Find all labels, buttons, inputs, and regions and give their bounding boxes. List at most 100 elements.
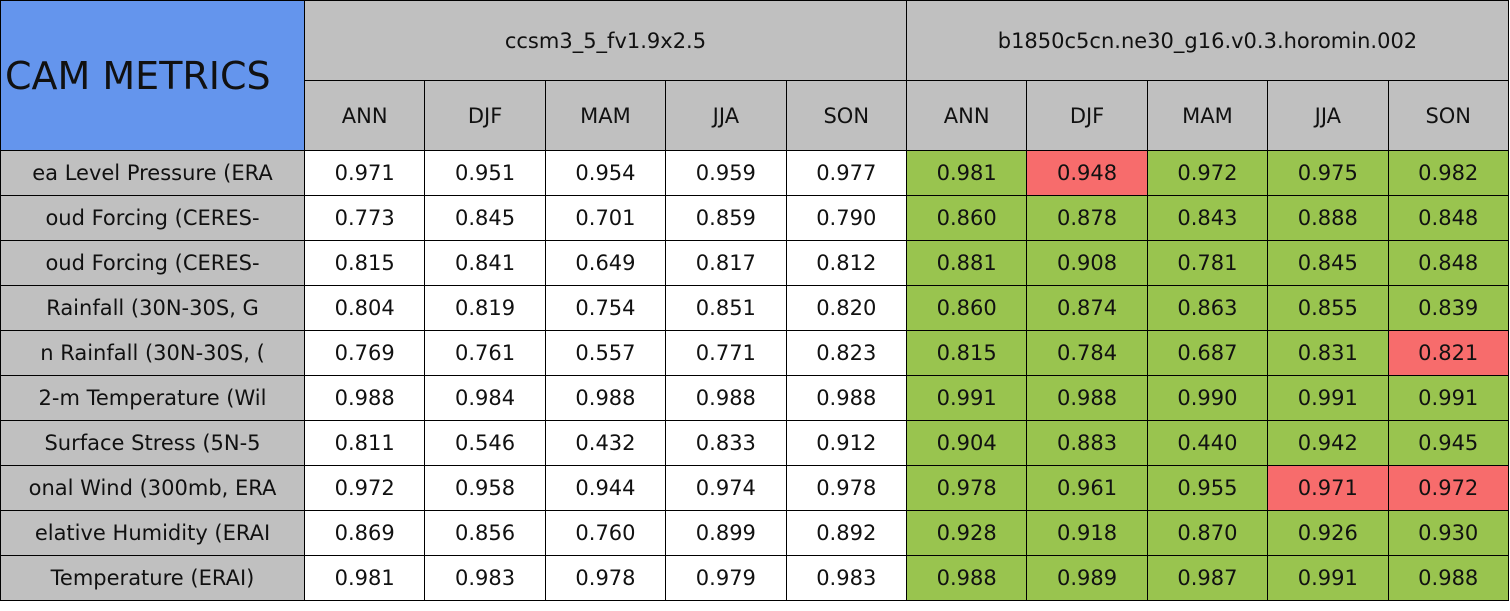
metric-cell: 0.930 (1387, 510, 1509, 556)
metric-cell: 0.959 (665, 150, 787, 196)
metric-cell: 0.981 (303, 555, 426, 601)
season-header: JJA (1267, 80, 1389, 151)
model-row: CAM METRICS ccsm3_5_fv1.9x2.5 b1850c5cn.ne… (0, 0, 1509, 151)
metric-cell: 0.883 (1026, 420, 1148, 466)
metric-cell: 0.971 (303, 150, 426, 196)
metric-cell: 0.823 (785, 330, 907, 376)
metric-cell: 0.812 (785, 240, 907, 286)
metric-cell: 0.860 (905, 285, 1028, 331)
row-label: onal Wind (300mb, ERA (0, 465, 305, 511)
metric-cell: 0.841 (424, 240, 546, 286)
metric-cell: 0.983 (424, 555, 546, 601)
season-header: ANN (303, 80, 426, 151)
data-row: onal Wind (300mb, ERA 0.972 0.958 0.944 0.97… (0, 465, 1509, 511)
metric-cell: 0.904 (905, 420, 1028, 466)
data-row: n Rainfall (30N-30S, (0.769 0.761 0.557 0.7… (0, 330, 1509, 376)
season-header: SON (1387, 80, 1509, 151)
data-row: Surface Stress (5N-5 0.811 0.546 0.432 0.833… (0, 420, 1509, 466)
metric-cell: 0.945 (1387, 420, 1509, 466)
metric-cell: 0.926 (1267, 510, 1389, 556)
metric-cell: 0.804 (303, 285, 426, 331)
metric-cell: 0.781 (1146, 240, 1269, 286)
season-header: DJF (1026, 80, 1148, 151)
metric-cell: 0.874 (1026, 285, 1148, 331)
season-row: ANN DJF MAM JJA SON ANN DJF MAM JJA SON (1, 80, 1509, 151)
metric-cell: 0.942 (1267, 420, 1389, 466)
data-row: oud Forcing (CERES- 0.815 0.841 0.649 0.817 0… (0, 240, 1509, 286)
metric-cell: 0.988 (544, 375, 667, 421)
metric-cell: 0.988 (665, 375, 787, 421)
metric-cell: 0.845 (1267, 240, 1389, 286)
metric-cell: 0.870 (1146, 510, 1269, 556)
metric-cell: 0.979 (665, 555, 787, 601)
season-header: DJF (424, 80, 546, 151)
metric-cell: 0.546 (424, 420, 546, 466)
metric-cell: 0.820 (785, 285, 907, 331)
season-header: MAM (544, 80, 667, 151)
metric-cell: 0.432 (544, 420, 667, 466)
metric-cell: 0.944 (544, 465, 667, 511)
metric-cell: 0.975 (1267, 150, 1389, 196)
metric-cell: 0.958 (424, 465, 546, 511)
row-label: elative Humidity (ERAI (0, 510, 305, 556)
metric-cell: 0.860 (905, 195, 1028, 241)
metric-cell: 0.440 (1146, 420, 1269, 466)
metric-cell: 0.831 (1267, 330, 1389, 376)
metric-cell: 0.815 (303, 240, 426, 286)
metric-cell: 0.557 (544, 330, 667, 376)
metric-cell: 0.912 (785, 420, 907, 466)
season-header: MAM (1146, 80, 1269, 151)
metric-cell: 0.991 (905, 375, 1028, 421)
metric-cell: 0.878 (1026, 195, 1148, 241)
metric-cell: 0.888 (1267, 195, 1389, 241)
metric-cell: 0.761 (424, 330, 546, 376)
season-header: SON (785, 80, 907, 151)
metric-cell: 0.819 (424, 285, 546, 331)
row-label: n Rainfall (30N-30S, ( (0, 330, 305, 376)
data-row: Temperature (ERAI) 0.981 0.983 0.978 0.979 0.… (0, 555, 1509, 601)
row-label: Rainfall (30N-30S, G (0, 285, 305, 331)
metric-cell: 0.978 (544, 555, 667, 601)
metric-cell: 0.701 (544, 195, 667, 241)
metric-cell: 0.815 (905, 330, 1028, 376)
metric-cell: 0.988 (1026, 375, 1148, 421)
row-label: oud Forcing (CERES- (0, 195, 305, 241)
metric-cell: 0.687 (1146, 330, 1269, 376)
row-label: oud Forcing (CERES- (0, 240, 305, 286)
metric-cell: 0.817 (665, 240, 787, 286)
metric-cell: 0.859 (665, 195, 787, 241)
metric-cell: 0.771 (665, 330, 787, 376)
metric-cell: 0.981 (905, 150, 1028, 196)
metric-cell: 0.760 (544, 510, 667, 556)
data-row: elative Humidity (ERAI 0.869 0.856 0.760 0.8… (0, 510, 1509, 556)
metric-cell: 0.989 (1026, 555, 1148, 601)
metric-cell: 0.821 (1387, 330, 1509, 376)
metric-cell: 0.988 (1387, 555, 1509, 601)
metric-cell: 0.988 (785, 375, 907, 421)
metric-cell: 0.848 (1387, 195, 1509, 241)
row-label: Temperature (ERAI) (0, 555, 305, 601)
metric-cell: 0.839 (1387, 285, 1509, 331)
metric-cell: 0.951 (424, 150, 546, 196)
metric-cell: 0.972 (1146, 150, 1269, 196)
metric-cell: 0.845 (424, 195, 546, 241)
metric-cell: 0.784 (1026, 330, 1148, 376)
metric-cell: 0.990 (1146, 375, 1269, 421)
metric-cell: 0.971 (1267, 465, 1389, 511)
metric-cell: 0.848 (1387, 240, 1509, 286)
metric-cell: 0.918 (1026, 510, 1148, 556)
metric-cell: 0.974 (665, 465, 787, 511)
metric-cell: 0.881 (905, 240, 1028, 286)
metric-cell: 0.977 (785, 150, 907, 196)
metric-cell: 0.790 (785, 195, 907, 241)
metric-cell: 0.988 (303, 375, 426, 421)
metric-cell: 0.908 (1026, 240, 1148, 286)
metric-cell: 0.991 (1267, 555, 1389, 601)
metric-cell: 0.899 (665, 510, 787, 556)
metric-cell: 0.972 (303, 465, 426, 511)
metric-cell: 0.948 (1026, 150, 1148, 196)
metric-cell: 0.773 (303, 195, 426, 241)
row-label: 2-m Temperature (Wil (0, 375, 305, 421)
metric-cell: 0.984 (424, 375, 546, 421)
